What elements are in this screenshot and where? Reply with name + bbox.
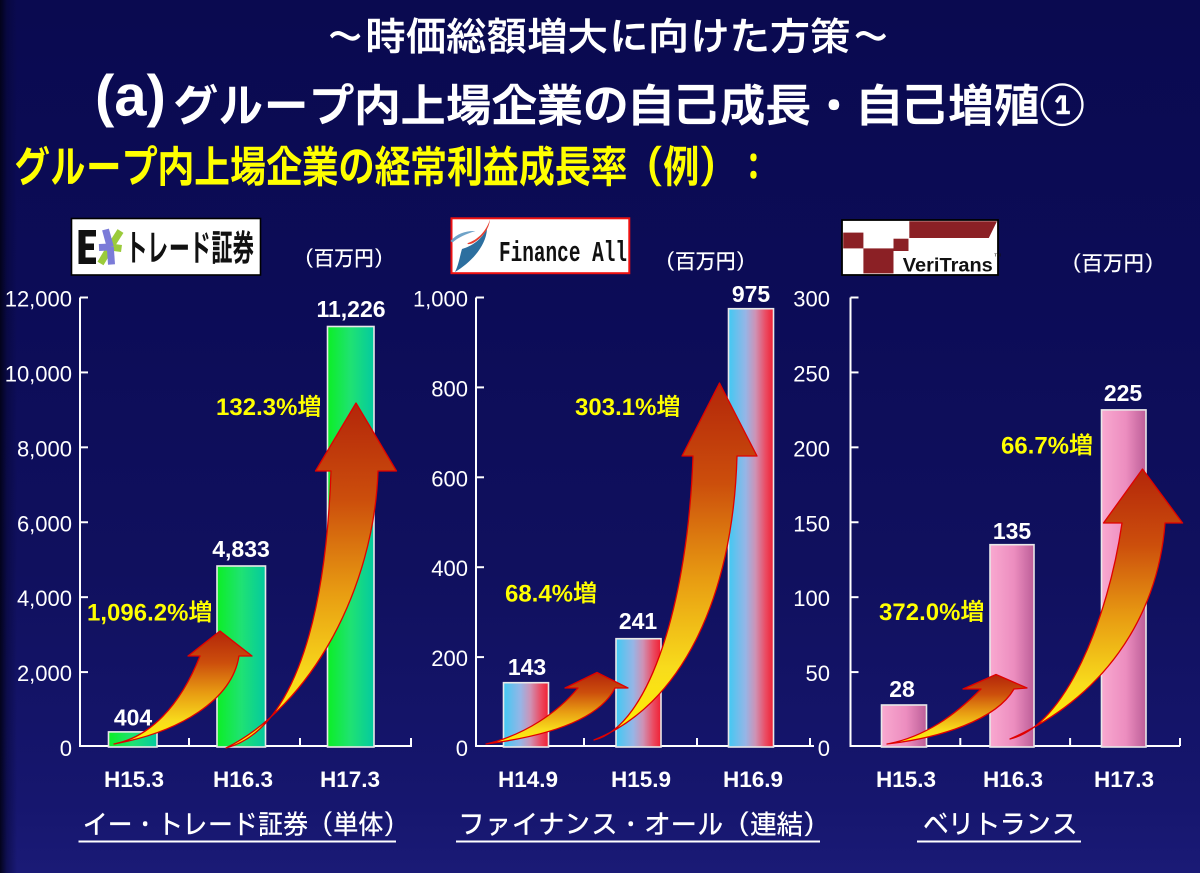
svg-text:0: 0: [818, 736, 830, 761]
svg-text:H15.3: H15.3: [104, 767, 164, 792]
svg-text:0: 0: [456, 736, 468, 761]
svg-text:404: 404: [114, 705, 153, 731]
svg-text:150: 150: [793, 511, 830, 536]
svg-text:Finance All: Finance All: [499, 237, 627, 270]
svg-text:12,000: 12,000: [5, 287, 72, 312]
svg-text:975: 975: [732, 281, 771, 307]
svg-text:H16.3: H16.3: [213, 767, 273, 792]
svg-text:H17.3: H17.3: [320, 767, 380, 792]
svg-text:H16.9: H16.9: [723, 767, 783, 792]
svg-text:6,000: 6,000: [17, 511, 72, 536]
svg-text:200: 200: [793, 436, 830, 461]
svg-text:241: 241: [619, 608, 658, 634]
svg-text:28: 28: [889, 676, 915, 702]
svg-text:600: 600: [431, 466, 468, 491]
svg-text:™: ™: [994, 252, 1002, 261]
svg-text:4,000: 4,000: [17, 586, 72, 611]
svg-text:VeriTrans: VeriTrans: [903, 255, 993, 276]
svg-text:400: 400: [431, 556, 468, 581]
svg-text:100: 100: [793, 586, 830, 611]
svg-text:10,000: 10,000: [5, 361, 72, 386]
svg-text:50: 50: [806, 661, 830, 686]
svg-text:2,000: 2,000: [17, 661, 72, 686]
svg-text:800: 800: [431, 376, 468, 401]
svg-text:200: 200: [431, 646, 468, 671]
svg-text:1,000: 1,000: [413, 287, 468, 312]
svg-text:H15.3: H15.3: [876, 767, 936, 792]
svg-text:143: 143: [508, 654, 546, 680]
svg-text:4,833: 4,833: [212, 536, 270, 562]
svg-text:H14.9: H14.9: [498, 767, 558, 792]
svg-text:300: 300: [793, 287, 830, 312]
svg-text:135: 135: [993, 518, 1032, 544]
svg-text:0: 0: [60, 736, 72, 761]
svg-text:250: 250: [793, 361, 830, 386]
svg-text:H15.9: H15.9: [611, 767, 671, 792]
svg-text:11,226: 11,226: [316, 296, 385, 322]
svg-text:H16.3: H16.3: [983, 767, 1043, 792]
svg-text:225: 225: [1104, 380, 1143, 406]
svg-text:8,000: 8,000: [17, 436, 72, 461]
svg-text:H17.3: H17.3: [1094, 767, 1154, 792]
